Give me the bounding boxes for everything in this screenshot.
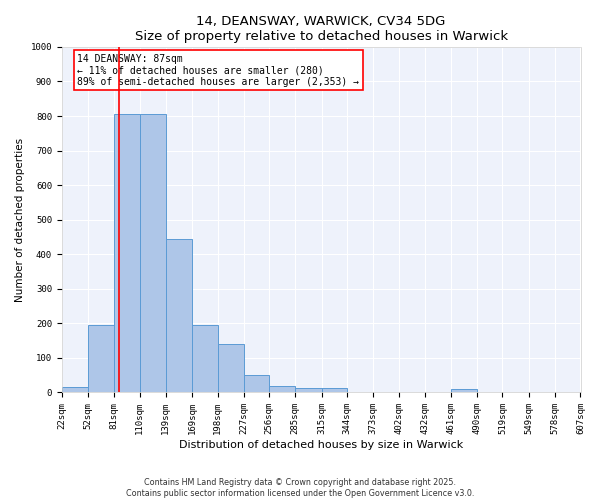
Bar (114, 114, 140, 392)
Bar (295, 388, 322, 392)
Bar (218, 344, 244, 393)
Bar (62, 388, 88, 392)
Bar (269, 386, 295, 392)
X-axis label: Distribution of detached houses by size in Warwick: Distribution of detached houses by size … (179, 440, 463, 450)
Y-axis label: Number of detached properties: Number of detached properties (15, 138, 25, 302)
Bar (140, 114, 166, 392)
Bar (322, 388, 347, 392)
Text: Contains HM Land Registry data © Crown copyright and database right 2025.
Contai: Contains HM Land Registry data © Crown c… (126, 478, 474, 498)
Bar (451, 389, 477, 392)
Bar (244, 375, 269, 392)
Bar (192, 325, 218, 392)
Title: 14, DEANSWAY, WARWICK, CV34 5DG
Size of property relative to detached houses in : 14, DEANSWAY, WARWICK, CV34 5DG Size of … (134, 15, 508, 43)
Text: 14 DEANSWAY: 87sqm
← 11% of detached houses are smaller (280)
89% of semi-detach: 14 DEANSWAY: 87sqm ← 11% of detached hou… (77, 54, 359, 87)
Bar (88, 325, 114, 392)
Bar (166, 238, 192, 392)
